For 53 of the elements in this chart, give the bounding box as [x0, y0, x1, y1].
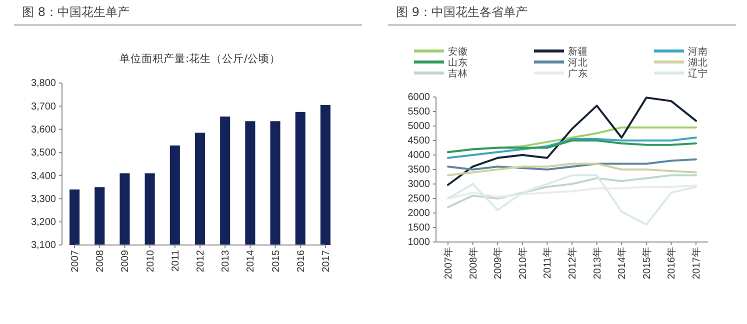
legend-label: 安徽: [448, 45, 468, 58]
y-tick-label: 1000: [408, 237, 430, 248]
x-tick-label: 2009年: [492, 247, 504, 280]
x-tick-label: 2015年: [640, 247, 653, 280]
y-tick-label: 3,400: [30, 170, 56, 182]
y-tick-label: 3,700: [30, 101, 56, 112]
y-tick-label: 5000: [408, 121, 430, 132]
x-tick-label: 2017年: [690, 247, 702, 280]
x-tick-label: 2013: [220, 250, 232, 272]
y-tick-label: 3500: [408, 164, 430, 176]
y-tick-label: 1500: [408, 222, 430, 234]
y-tick-label: 2000: [408, 208, 430, 220]
x-tick-label: 2012年: [566, 247, 578, 280]
legend-label: 河北: [568, 56, 588, 68]
chart-title: 图 9：中国花生各省单产: [396, 5, 528, 19]
x-tick-label: 2013年: [591, 247, 604, 280]
x-tick-label: 2015: [270, 250, 282, 272]
legend-label: 湖北: [688, 56, 708, 68]
x-tick-label: 2008: [95, 250, 106, 272]
legend-label: 河南: [688, 45, 708, 58]
x-tick-label: 2014: [246, 250, 257, 272]
legend-label: 吉林: [448, 67, 468, 80]
y-tick-label: 3,200: [30, 217, 56, 228]
x-tick-label: 2010: [145, 250, 156, 272]
y-tick-label: 3,300: [30, 194, 56, 205]
y-tick-label: 6000: [408, 92, 430, 104]
y-tick-label: 3000: [408, 179, 430, 190]
chart-title: 图 8：中国花生单产: [22, 5, 130, 19]
y-tick-label: 4000: [408, 150, 430, 162]
x-tick-label: 2008年: [467, 247, 480, 280]
x-tick-label: 2009: [120, 250, 132, 272]
y-tick-label: 2500: [408, 194, 430, 205]
legend-label: 辽宁: [688, 67, 708, 80]
x-tick-label: 2007年: [442, 247, 454, 280]
x-tick-label: 2010年: [516, 247, 529, 280]
legend-label: 新疆: [568, 45, 588, 58]
x-tick-label: 2017: [320, 250, 332, 272]
chart-subtitle: 单位面积产量:花生（公斤/公顷）: [119, 52, 281, 65]
x-tick-label: 2007: [70, 250, 82, 272]
y-tick-label: 3,500: [30, 148, 56, 159]
y-tick-label: 4500: [408, 136, 430, 147]
x-tick-label: 2011: [170, 250, 182, 272]
x-tick-label: 2016年: [666, 247, 678, 280]
y-tick-label: 5500: [408, 106, 430, 118]
y-tick-label: 3,600: [30, 124, 56, 136]
x-tick-label: 2011年: [542, 247, 554, 279]
legend-label: 广东: [568, 67, 588, 80]
y-tick-label: 3,100: [30, 240, 56, 252]
legend-label: 山东: [448, 56, 468, 68]
x-tick-label: 2016: [296, 250, 307, 272]
y-tick-label: 3,800: [30, 78, 56, 90]
x-tick-label: 2012: [196, 250, 206, 272]
x-tick-label: 2014年: [616, 247, 628, 280]
